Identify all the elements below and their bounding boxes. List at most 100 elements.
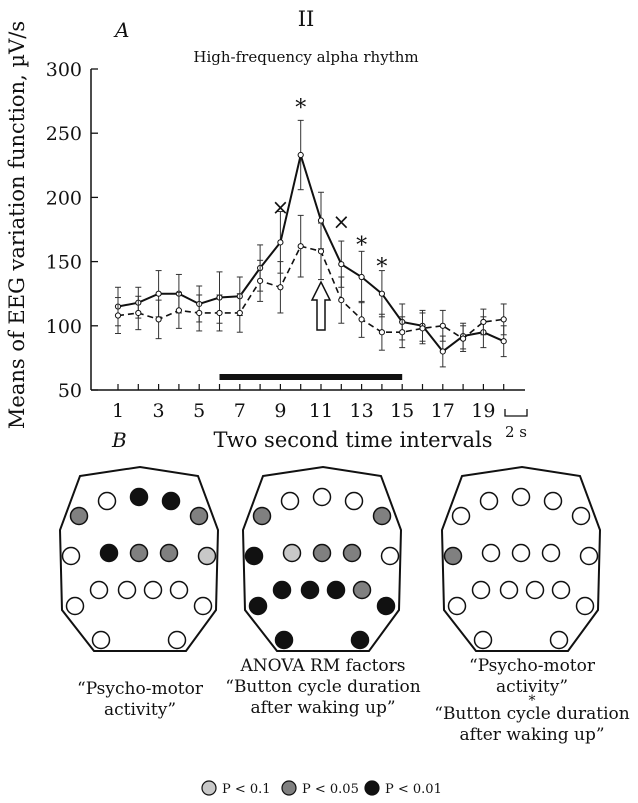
electrode-grid: [61, 487, 599, 650]
y-tick-label: 300: [46, 59, 82, 81]
electrode: [471, 580, 491, 600]
legend-label: P < 0.01: [385, 782, 442, 797]
x-tick-label: 13: [350, 400, 374, 422]
electrode: [551, 580, 571, 600]
data-point: [114, 312, 122, 319]
caption-line: after waking up”: [250, 698, 396, 718]
electrode: [99, 543, 119, 563]
legend-swatch: [364, 780, 380, 796]
significance-markers: *××**: [272, 96, 388, 280]
x-tick-label: 1: [112, 400, 124, 422]
caption-line: after waking up”: [459, 725, 605, 745]
panel-a-chart: A II High-frequency alpha rhythm Means o…: [5, 7, 528, 452]
data-point: [317, 217, 325, 224]
panel-label-a: A: [113, 18, 129, 42]
stimulus-bar-group: [219, 374, 403, 380]
caption-head-3: “Psycho-motor activity” * “Button cycle …: [428, 656, 636, 746]
series-line: [117, 151, 505, 353]
data-point: [236, 309, 243, 317]
data-point: [317, 248, 325, 255]
scale-bar-label: 2 s: [505, 423, 527, 441]
electrode: [159, 543, 179, 563]
x-tick-label: 11: [309, 400, 333, 422]
y-tick-label: 200: [46, 187, 82, 209]
x-tick-label: 19: [471, 400, 495, 422]
caption-line: activity”: [495, 677, 569, 697]
data-point: [399, 329, 406, 336]
data-point: [216, 309, 223, 317]
y-tick-label: 100: [46, 316, 82, 338]
x-tick-label: 7: [234, 400, 246, 422]
data-point: [500, 338, 507, 345]
series-line: [117, 245, 504, 340]
electrode: [499, 580, 519, 600]
caption-line: “Psycho-motor: [469, 656, 595, 676]
electrode: [129, 487, 149, 507]
data-point: [338, 261, 345, 268]
electrode: [376, 596, 396, 616]
electrode: [61, 546, 81, 566]
data-point: [297, 151, 304, 159]
y-tick-label: 50: [58, 380, 82, 402]
caption-line: “Button cycle duration: [434, 704, 630, 724]
electrode: [248, 596, 268, 616]
electrode: [193, 596, 213, 616]
electrode: [372, 506, 392, 526]
data-point: [175, 307, 182, 314]
electrode: [169, 580, 189, 600]
data-point: [378, 329, 385, 336]
y-tick-label: 150: [46, 252, 82, 274]
electrode: [447, 596, 467, 616]
electrode: [525, 580, 545, 600]
electrode: [350, 630, 370, 650]
legend-item-p005: P < 0.05: [281, 780, 359, 797]
caption-line: ANOVA RM factors: [240, 656, 406, 676]
electrode: [443, 546, 463, 566]
electrode: [473, 630, 493, 650]
electrode: [161, 491, 181, 511]
electrode: [65, 596, 85, 616]
data-point: [297, 243, 304, 250]
legend-swatch: [201, 780, 217, 796]
caption-head-2: ANOVA RM factors “Button cycle duration …: [218, 656, 428, 719]
x-tick-label: 17: [431, 400, 455, 422]
electrode: [342, 543, 362, 563]
data-point: [135, 309, 142, 317]
data-point: [277, 239, 284, 246]
data-point: [155, 316, 162, 323]
head-outline-3: [440, 465, 602, 652]
electrode: [280, 491, 300, 511]
x-ticks: 1 3 5 7 9 11 13 15 17 19: [112, 384, 505, 422]
electrode: [511, 487, 531, 507]
electrode: [197, 546, 217, 566]
electrode: [129, 543, 149, 563]
head-outline-1: [58, 465, 220, 652]
y-ticks: 50 100 150 200 250 300: [46, 59, 98, 402]
scale-bar: [504, 409, 528, 417]
electrode: [571, 506, 591, 526]
data-point: [358, 316, 365, 323]
legend: P < 0.1 P < 0.05 P < 0.01: [201, 780, 442, 797]
scalp-maps: [58, 465, 602, 652]
legend-item-p01: P < 0.1: [201, 780, 271, 797]
data-point: [439, 348, 446, 355]
caption-line: “Psycho-motor: [77, 679, 203, 699]
electrode: [479, 491, 499, 511]
legend-item-p001: P < 0.01: [364, 780, 442, 797]
electrode: [272, 580, 292, 600]
x-tick-label: 15: [390, 400, 414, 422]
legend-label: P < 0.05: [302, 782, 359, 797]
electrode: [481, 543, 501, 563]
data-point: [196, 309, 203, 317]
data-point: [277, 284, 284, 291]
data-point: [500, 316, 507, 323]
caption-asterisk: *: [528, 693, 536, 709]
electrode: [91, 630, 111, 650]
electrode: [167, 630, 187, 650]
electrode: [252, 506, 272, 526]
significance-marker: *: [356, 233, 367, 258]
data-point: [257, 277, 264, 284]
panel-label-b: B: [111, 428, 127, 452]
data-point: [480, 318, 487, 326]
x-axis-label: Two second time intervals: [214, 428, 493, 452]
